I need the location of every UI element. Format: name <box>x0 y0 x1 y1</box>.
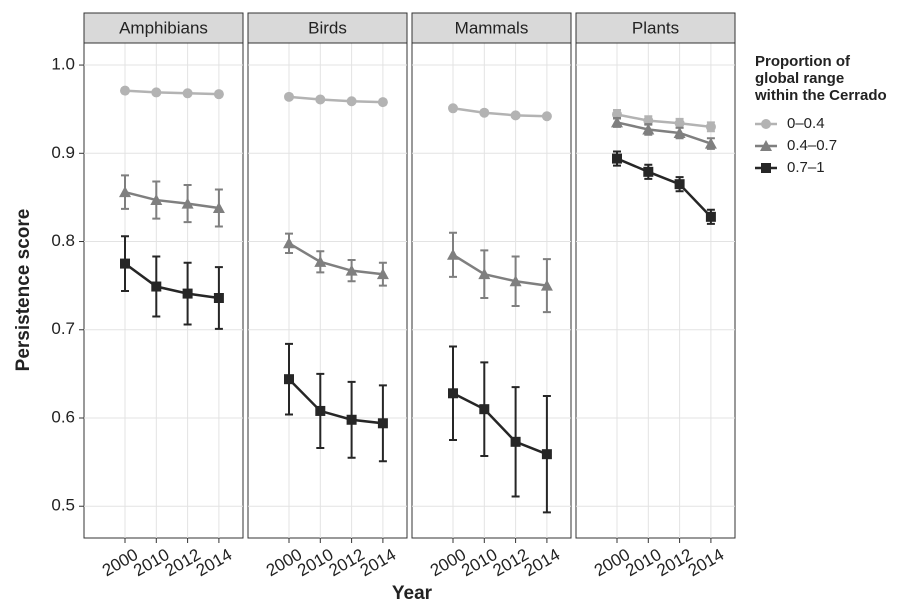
point <box>182 88 193 99</box>
panel <box>247 42 408 539</box>
series-line <box>452 107 547 118</box>
point <box>612 109 622 120</box>
point <box>642 123 655 135</box>
point <box>510 110 521 121</box>
series-line <box>124 190 220 210</box>
point <box>541 449 552 460</box>
panel-title: Birds <box>308 18 347 37</box>
point <box>213 89 224 100</box>
point <box>315 405 326 416</box>
series-line <box>288 242 384 276</box>
point <box>509 275 522 287</box>
series-line <box>124 89 219 96</box>
point <box>447 248 459 260</box>
point <box>643 115 654 126</box>
point <box>376 268 389 280</box>
point <box>212 202 225 213</box>
point <box>345 264 358 276</box>
point <box>541 111 552 122</box>
point <box>705 121 716 132</box>
strip <box>247 12 408 44</box>
x-tick-label: 2014 <box>193 545 235 580</box>
y-tick-label: 0.9 <box>51 143 75 162</box>
panel-title: Mammals <box>455 18 529 37</box>
point <box>119 186 131 198</box>
point <box>673 127 686 138</box>
y-axis-label: Persistence score <box>13 209 34 372</box>
x-axis-label: Year <box>392 583 433 604</box>
legend-label: 0.4–0.7 <box>787 137 837 154</box>
point <box>377 418 388 429</box>
point <box>478 268 491 280</box>
series-line <box>616 121 712 145</box>
y-tick-label: 0.8 <box>51 231 75 250</box>
point <box>674 118 685 129</box>
point <box>760 140 772 151</box>
point <box>284 374 294 385</box>
series-line <box>452 253 548 287</box>
point <box>346 414 357 425</box>
point <box>479 107 490 118</box>
point <box>704 137 717 149</box>
y-tick-label: 0.5 <box>51 496 75 515</box>
point <box>120 258 130 269</box>
point <box>448 388 458 399</box>
point <box>120 85 130 96</box>
point <box>643 166 654 177</box>
point <box>150 194 163 206</box>
point <box>479 404 490 415</box>
series-line <box>616 157 712 218</box>
strip <box>83 12 244 44</box>
point <box>377 97 388 108</box>
point <box>213 293 224 303</box>
point <box>182 288 193 299</box>
x-tick-label: 2014 <box>521 545 563 580</box>
legend-title: within the Cerrado <box>754 87 887 104</box>
series-line <box>616 113 712 129</box>
point <box>314 255 327 267</box>
strip <box>411 12 572 44</box>
x-tick-label: 2014 <box>357 545 399 580</box>
y-tick-label: 0.6 <box>51 407 75 426</box>
x-tick-label: 2014 <box>685 545 727 580</box>
panel-title: Amphibians <box>119 18 208 37</box>
point <box>761 163 771 173</box>
point <box>315 94 326 105</box>
y-tick-label: 0.7 <box>51 319 75 338</box>
point <box>540 279 553 291</box>
point <box>181 197 194 209</box>
point <box>761 119 771 129</box>
series-line <box>124 262 220 300</box>
point <box>674 179 685 190</box>
point <box>448 103 458 114</box>
strip <box>575 12 736 44</box>
y-tick-label: 1.0 <box>51 55 75 74</box>
point <box>346 96 357 107</box>
legend-title: global range <box>755 70 844 87</box>
point <box>612 153 622 164</box>
series-line <box>288 95 383 104</box>
point <box>151 281 162 292</box>
point <box>151 87 162 98</box>
point <box>705 211 716 222</box>
point <box>510 436 521 447</box>
legend-label: 0.7–1 <box>787 159 825 176</box>
point <box>283 237 295 249</box>
series-line <box>452 392 548 456</box>
panel-title: Plants <box>632 18 679 37</box>
point <box>284 91 294 102</box>
point <box>611 116 623 128</box>
series-line <box>288 378 384 425</box>
legend-label: 0–0.4 <box>787 115 825 132</box>
legend-title: Proportion of <box>755 53 851 70</box>
